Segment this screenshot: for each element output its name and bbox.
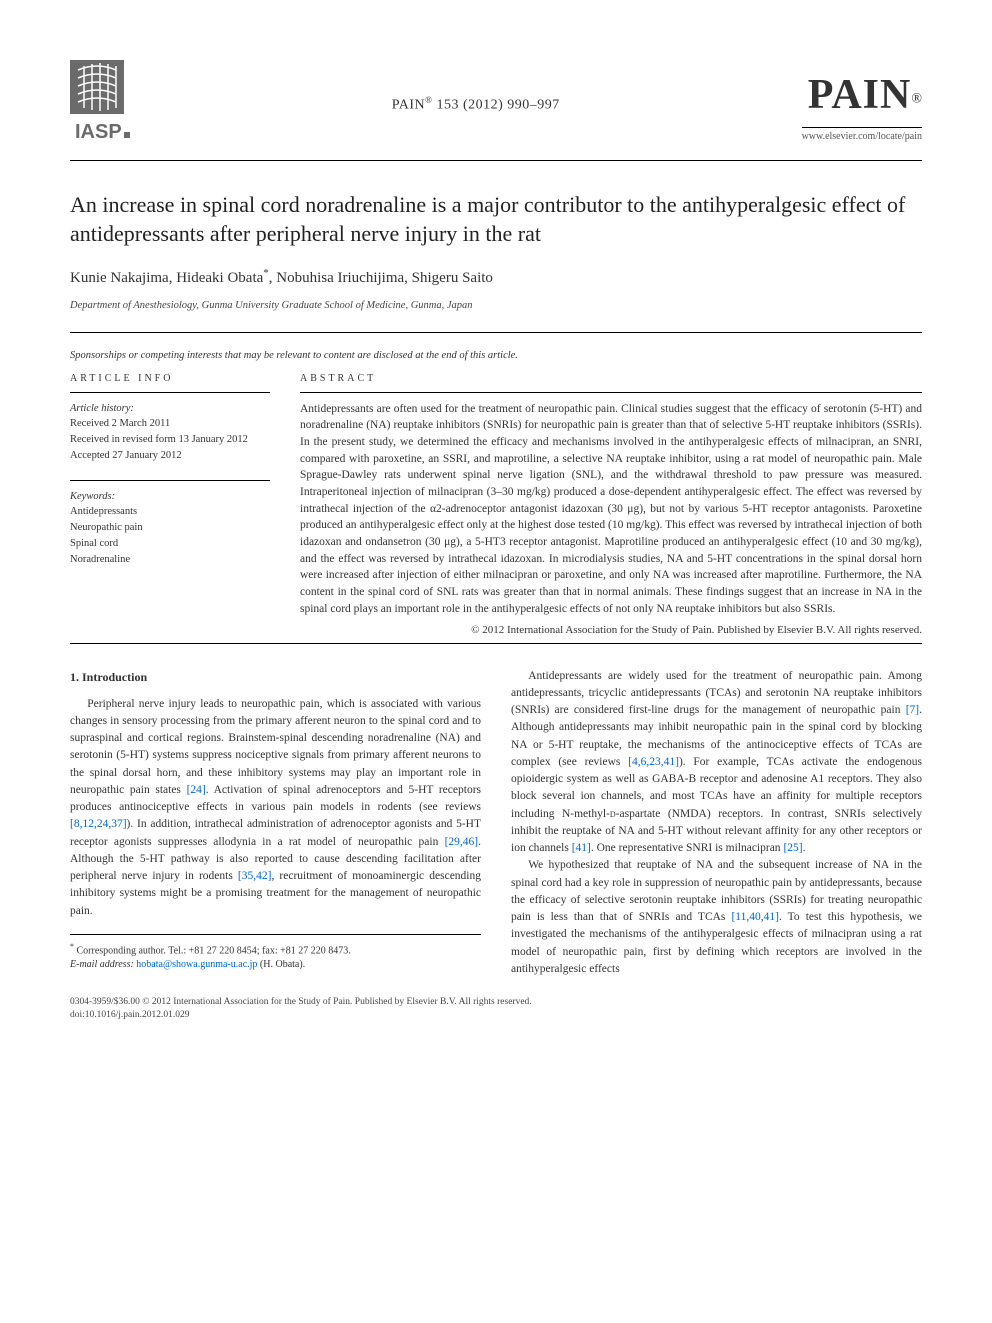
keywords-label: Keywords: — [70, 489, 270, 505]
keyword-item: Neuropathic pain — [70, 520, 270, 536]
pain-logo-text: PAIN — [808, 72, 912, 118]
ref-link[interactable]: [29,46] — [445, 836, 479, 848]
abstract-divider — [70, 643, 922, 644]
article-title: An increase in spinal cord noradrenaline… — [70, 191, 922, 248]
revised-date: Received in revised form 13 January 2012 — [70, 432, 270, 448]
abstract-label: ABSTRACT — [300, 372, 922, 386]
pain-logo-reg: ® — [911, 92, 922, 107]
abstract-column: ABSTRACT Antidepressants are often used … — [300, 372, 922, 639]
ref-link[interactable]: [41] — [572, 842, 591, 854]
accepted-date: Accepted 27 January 2012 — [70, 448, 270, 464]
article-info-label: ARTICLE INFO — [70, 372, 270, 386]
ref-link[interactable]: [11,40,41] — [731, 911, 778, 923]
journal-name: PAIN — [392, 98, 425, 113]
ref-link[interactable]: [25] — [783, 842, 802, 854]
article-info-column: ARTICLE INFO Article history: Received 2… — [70, 372, 270, 639]
keyword-item: Spinal cord — [70, 536, 270, 552]
pain-logo-block: PAIN® www.elsevier.com/locate/pain — [802, 66, 922, 144]
ref-link[interactable]: [24] — [187, 784, 206, 796]
footer-doi: doi:10.1016/j.pain.2012.01.029 — [70, 1009, 922, 1022]
journal-citation: PAIN® 153 (2012) 990–997 — [392, 94, 560, 115]
keyword-item: Noradrenaline — [70, 552, 270, 568]
corresponding-author-info: Corresponding author. Tel.: +81 27 220 8… — [77, 945, 351, 956]
ref-link[interactable]: [8,12,24,37] — [70, 818, 127, 830]
body-two-column: 1. Introduction Peripheral nerve injury … — [70, 668, 922, 979]
page-container: IASP PAIN® 153 (2012) 990–997 PAIN® www.… — [0, 0, 992, 1063]
authors-line: Kunie Nakajima, Hideaki Obata*, Nobuhisa… — [70, 266, 922, 289]
ref-link[interactable]: [7] — [906, 704, 919, 716]
article-history-block: Article history: Received 2 March 2011 R… — [70, 392, 270, 464]
intro-p3: We hypothesized that reuptake of NA and … — [511, 857, 922, 978]
journal-url: www.elsevier.com/locate/pain — [802, 130, 922, 144]
iasp-logo: IASP — [70, 60, 150, 150]
reg-mark: ® — [425, 95, 432, 105]
footer-copyright: 0304-3959/$36.00 © 2012 International As… — [70, 996, 922, 1009]
intro-heading: 1. Introduction — [70, 668, 481, 686]
authors-text: Kunie Nakajima, Hideaki Obata — [70, 270, 263, 286]
info-abstract-row: ARTICLE INFO Article history: Received 2… — [70, 372, 922, 639]
sponsor-note: Sponsorships or competing interests that… — [70, 349, 922, 364]
svg-text:IASP: IASP — [75, 121, 122, 143]
email-link[interactable]: hobata@showa.gunma-u.ac.jp — [136, 959, 257, 970]
page-footer: 0304-3959/$36.00 © 2012 International As… — [70, 996, 922, 1023]
history-label: Article history: — [70, 401, 270, 417]
affiliation: Department of Anesthesiology, Gunma Univ… — [70, 299, 922, 314]
abstract-copyright: © 2012 International Association for the… — [300, 623, 922, 638]
journal-volume: 153 (2012) 990–997 — [436, 98, 559, 113]
header-row: IASP PAIN® 153 (2012) 990–997 PAIN® www.… — [70, 60, 922, 150]
email-name: (H. Obata). — [260, 959, 305, 970]
intro-p2: Antidepressants are widely used for the … — [511, 668, 922, 858]
header-divider — [70, 160, 922, 161]
ref-link[interactable]: [4,6,23,41] — [628, 756, 679, 768]
keywords-block: Keywords: Antidepressants Neuropathic pa… — [70, 480, 270, 568]
affiliation-divider — [70, 332, 922, 333]
received-date: Received 2 March 2011 — [70, 416, 270, 432]
footnote-block: * Corresponding author. Tel.: +81 27 220… — [70, 934, 481, 972]
keyword-item: Antidepressants — [70, 504, 270, 520]
authors-text-2: , Nobuhisa Iriuchijima, Shigeru Saito — [269, 270, 493, 286]
abstract-text: Antidepressants are often used for the t… — [300, 392, 922, 618]
footnote-star: * — [70, 942, 74, 951]
ref-link[interactable]: [35,42] — [238, 870, 272, 882]
email-label: E-mail address: — [70, 959, 134, 970]
intro-p1: Peripheral nerve injury leads to neuropa… — [70, 696, 481, 920]
